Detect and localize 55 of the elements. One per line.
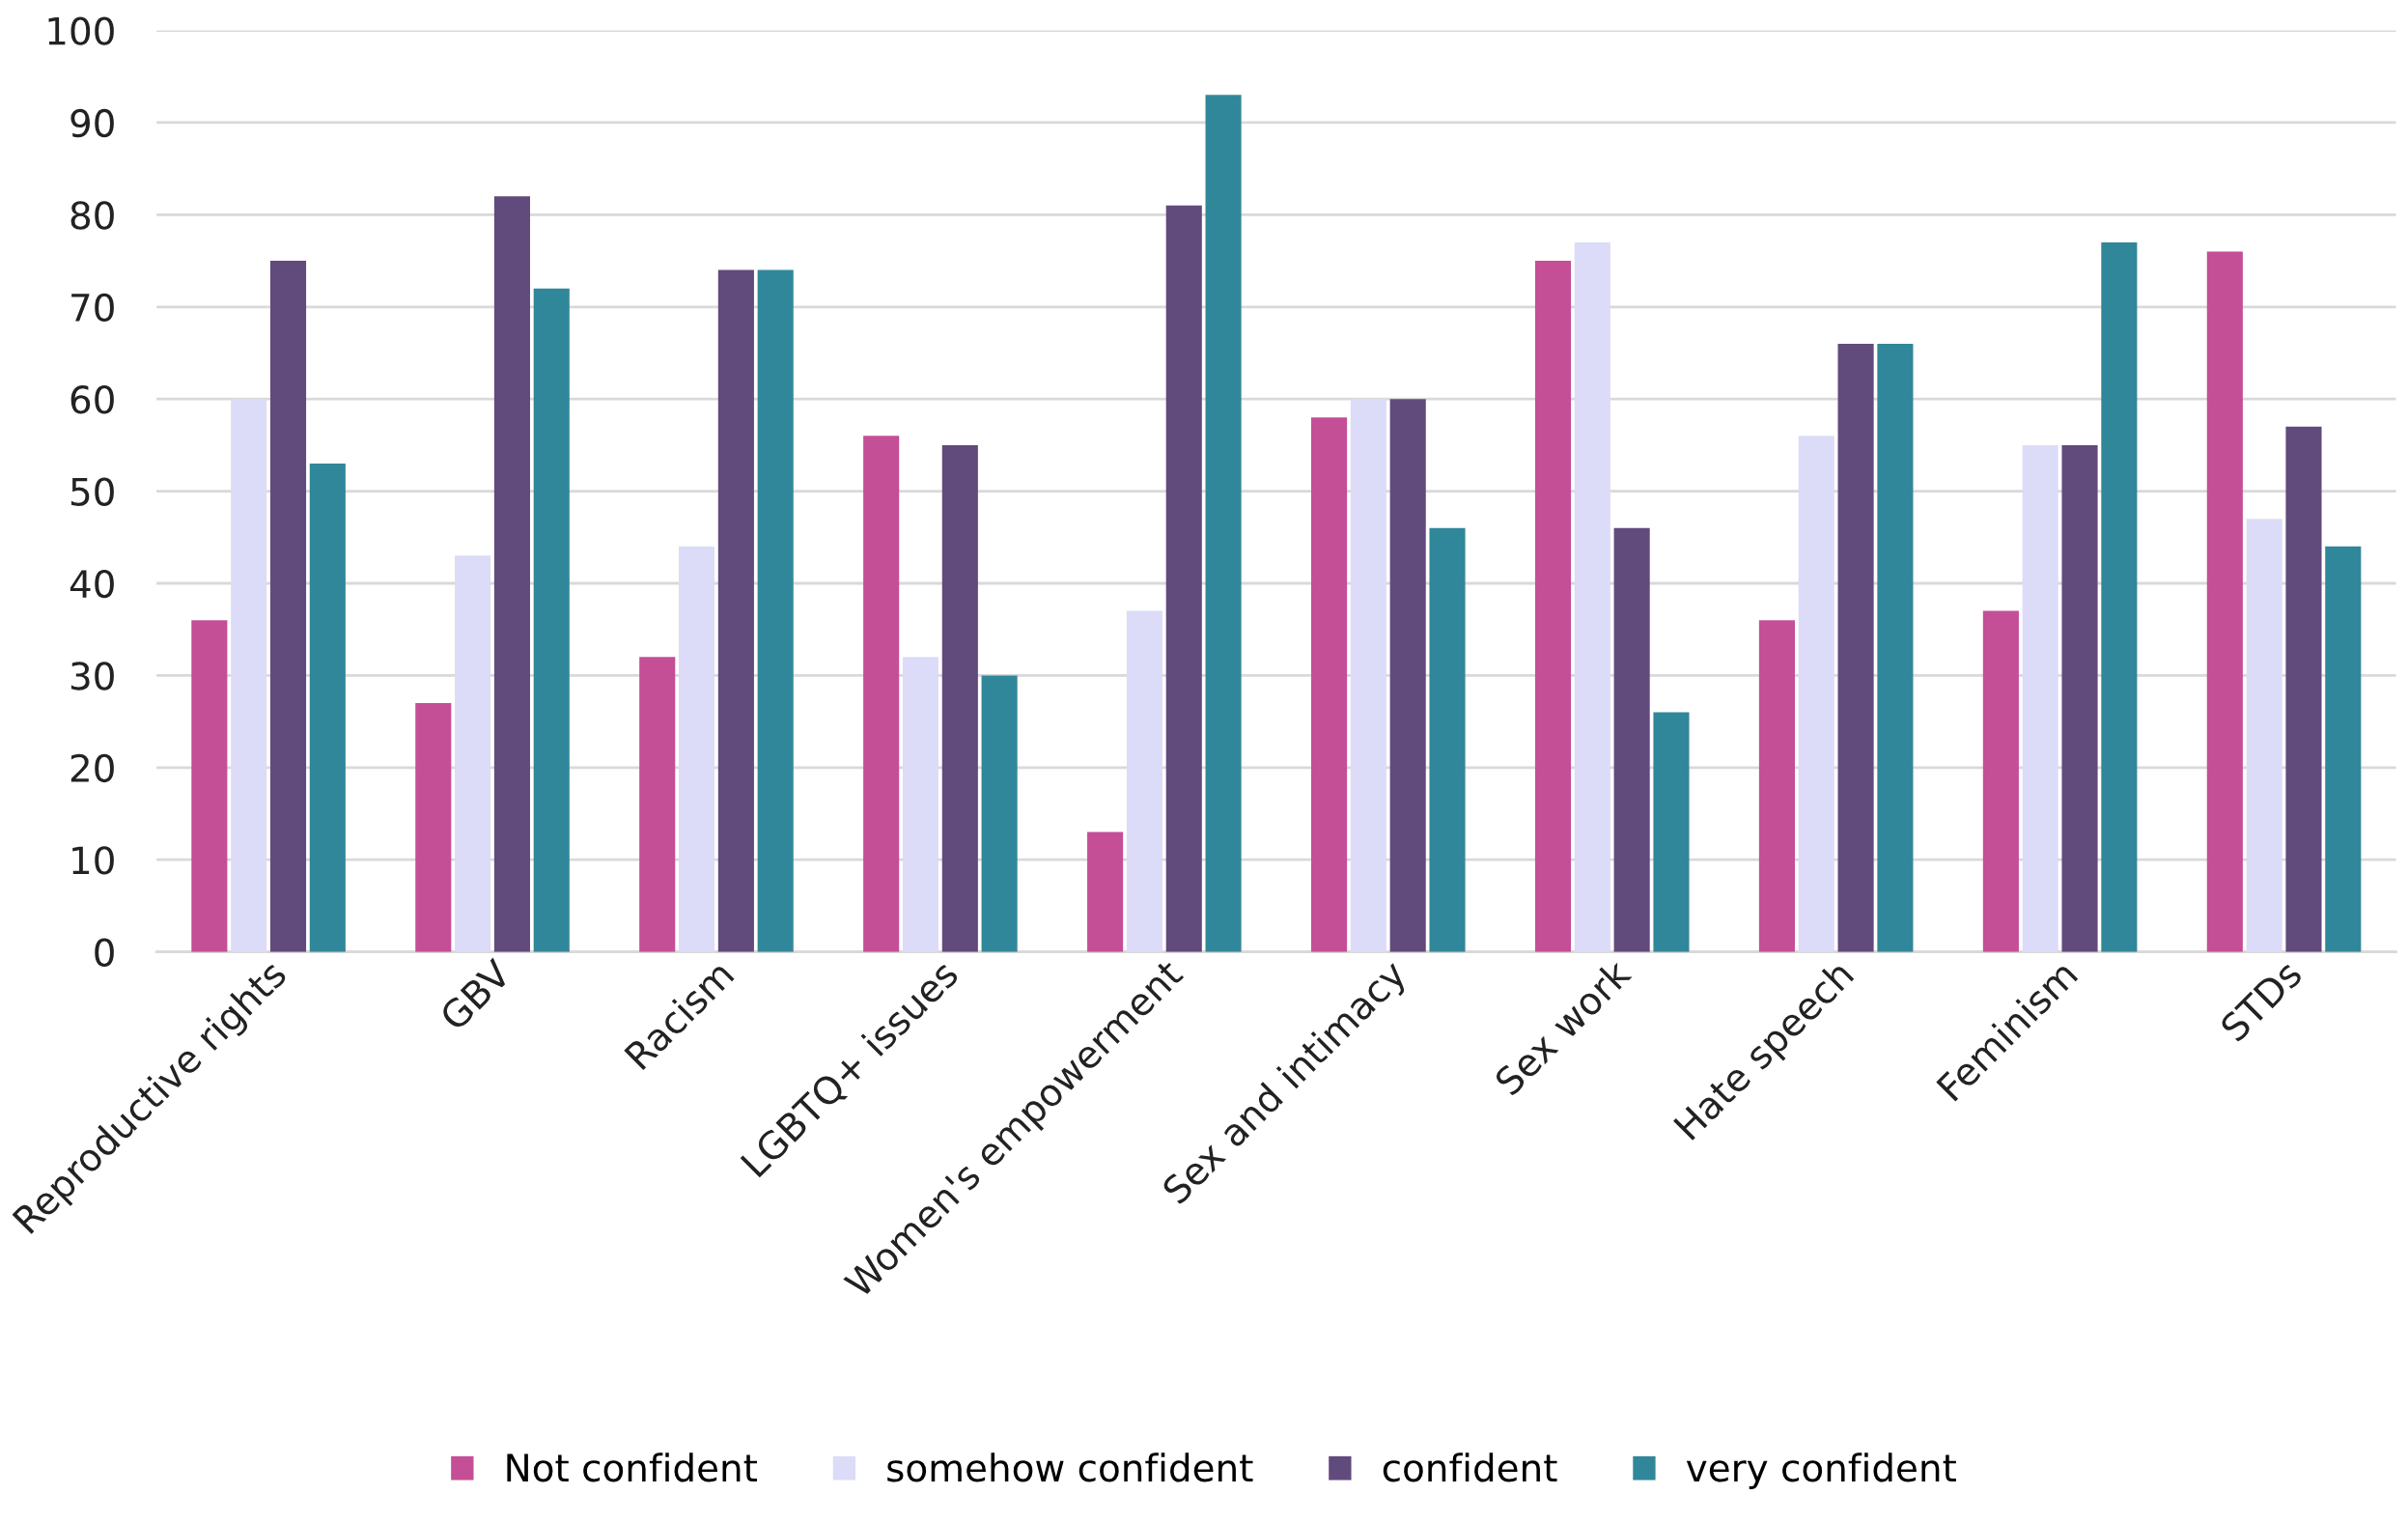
y-tick-label: 100 bbox=[48, 16, 114, 45]
bar bbox=[1982, 610, 2019, 952]
legend-label: Not confident bbox=[507, 1452, 757, 1482]
bar bbox=[1389, 399, 1426, 952]
y-tick-label: 30 bbox=[70, 662, 114, 691]
bar bbox=[1311, 417, 1348, 952]
bar bbox=[2325, 546, 2362, 952]
bar bbox=[1653, 712, 1690, 952]
bar bbox=[1837, 343, 1874, 952]
y-tick-label: 70 bbox=[71, 293, 114, 323]
legend-label: confident bbox=[1383, 1452, 1557, 1482]
y-tick-label: 50 bbox=[70, 477, 114, 506]
legend-label: somehow confident bbox=[887, 1452, 1253, 1482]
bar bbox=[1798, 436, 1834, 952]
bar bbox=[2022, 444, 2058, 952]
y-tick-label: 20 bbox=[70, 753, 114, 783]
bar bbox=[2101, 241, 2138, 952]
bar bbox=[1574, 241, 1610, 952]
bar bbox=[1350, 399, 1386, 952]
bar bbox=[2285, 426, 2322, 952]
bar bbox=[1165, 205, 1202, 952]
bar bbox=[679, 546, 715, 952]
bar bbox=[757, 269, 794, 952]
bar bbox=[2246, 519, 2282, 952]
bar bbox=[1534, 261, 1572, 952]
bar bbox=[2061, 444, 2098, 952]
bar bbox=[2206, 251, 2243, 952]
bar bbox=[493, 196, 530, 952]
bar bbox=[231, 399, 267, 952]
bar bbox=[863, 436, 900, 952]
bar bbox=[1758, 620, 1795, 952]
bar bbox=[981, 675, 1018, 952]
bar bbox=[941, 444, 978, 952]
bar bbox=[717, 269, 754, 952]
bar bbox=[902, 657, 939, 952]
y-tick-label: 60 bbox=[70, 385, 114, 414]
bar bbox=[639, 657, 676, 952]
bar bbox=[309, 463, 346, 952]
bar bbox=[1126, 610, 1162, 952]
y-tick-label: 80 bbox=[70, 201, 114, 230]
legend-label: very confident bbox=[1686, 1452, 1956, 1489]
y-tick-label: 0 bbox=[95, 938, 114, 967]
bar bbox=[1087, 832, 1124, 952]
bar bbox=[1877, 343, 1914, 952]
y-tick-label: 10 bbox=[72, 846, 114, 875]
bar bbox=[415, 703, 452, 952]
bar bbox=[1613, 527, 1650, 952]
y-tick-label: 40 bbox=[70, 569, 114, 599]
bar bbox=[191, 620, 228, 952]
y-tick-label: 90 bbox=[70, 108, 114, 138]
bar bbox=[533, 288, 570, 952]
bar bbox=[455, 555, 491, 952]
bar bbox=[1429, 527, 1466, 952]
bar bbox=[269, 261, 307, 952]
bar bbox=[1205, 95, 1242, 952]
